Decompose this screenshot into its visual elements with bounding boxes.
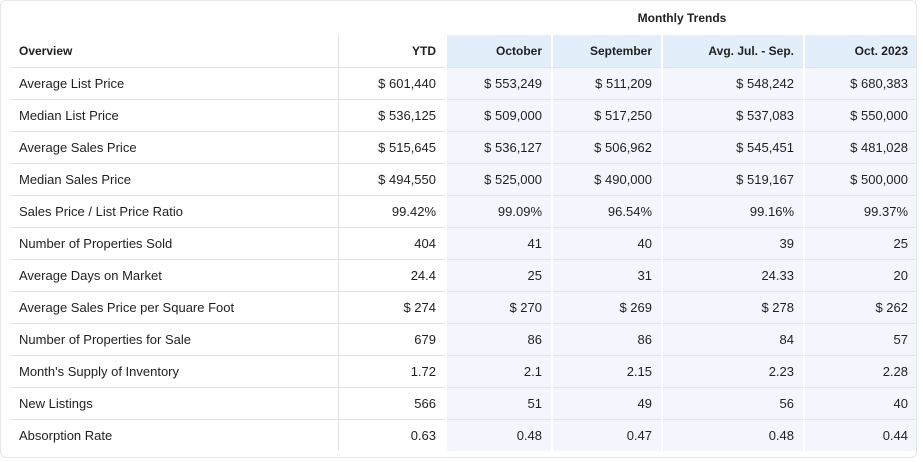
table-row: Average List Price $ 601,440 $ 553,249 $ 51… <box>10 67 916 100</box>
column-header-september: September <box>551 35 662 68</box>
cell-oct-2023: 2.28 <box>803 355 916 388</box>
row-label: Average Days on Market <box>10 259 338 292</box>
cell-october: $ 270 <box>445 291 552 324</box>
cell-oct-2023: $ 550,000 <box>803 99 916 132</box>
cell-ytd: 404 <box>337 227 446 260</box>
cell-september: 0.47 <box>551 419 662 451</box>
row-label: Average List Price <box>10 67 338 100</box>
cell-oct-2023: 57 <box>803 323 916 356</box>
row-label: Average Sales Price per Square Foot <box>10 291 338 324</box>
cell-avg-jul-sep: $ 519,167 <box>661 163 804 196</box>
cell-september: 2.15 <box>551 355 662 388</box>
cell-ytd: 99.42% <box>337 195 446 228</box>
cell-october: $ 509,000 <box>445 99 552 132</box>
cell-ytd: 24.4 <box>337 259 446 292</box>
cell-october: 2.1 <box>445 355 552 388</box>
row-label: Number of Properties for Sale <box>10 323 338 356</box>
cell-october: 86 <box>445 323 552 356</box>
table-header-row: Overview YTD October September Avg. Jul.… <box>10 35 916 68</box>
cell-avg-jul-sep: $ 278 <box>661 291 804 324</box>
cell-oct-2023: 40 <box>803 387 916 420</box>
column-header-oct-2023: Oct. 2023 <box>803 35 916 68</box>
cell-ytd: $ 274 <box>337 291 446 324</box>
cell-september: 86 <box>551 323 662 356</box>
table-row: New Listings 566 51 49 56 40 <box>10 387 916 420</box>
cell-avg-jul-sep: 2.23 <box>661 355 804 388</box>
table-row: Month's Supply of Inventory 1.72 2.1 2.15 2.… <box>10 355 916 388</box>
cell-september: 49 <box>551 387 662 420</box>
cell-ytd: 679 <box>337 323 446 356</box>
cell-ytd: $ 515,645 <box>337 131 446 164</box>
column-header-overview: Overview <box>10 35 338 68</box>
cell-september: $ 517,250 <box>551 99 662 132</box>
cell-oct-2023: 99.37% <box>803 195 916 228</box>
cell-ytd: $ 494,550 <box>337 163 446 196</box>
cell-october: $ 553,249 <box>445 67 552 100</box>
cell-september: 96.54% <box>551 195 662 228</box>
cell-september: 31 <box>551 259 662 292</box>
table-body: Average List Price $ 601,440 $ 553,249 $ 51… <box>10 67 916 451</box>
table-row: Average Days on Market 24.4 25 31 24.33 20 <box>10 259 916 292</box>
table-row: Number of Properties for Sale 679 86 86 84 57 <box>10 323 916 356</box>
cell-october: $ 536,127 <box>445 131 552 164</box>
cell-avg-jul-sep: 24.33 <box>661 259 804 292</box>
cell-avg-jul-sep: $ 537,083 <box>661 99 804 132</box>
cell-oct-2023: $ 262 <box>803 291 916 324</box>
cell-september: 40 <box>551 227 662 260</box>
cell-october: 51 <box>445 387 552 420</box>
row-label: Month's Supply of Inventory <box>10 355 338 388</box>
cell-avg-jul-sep: 39 <box>661 227 804 260</box>
cell-ytd: 1.72 <box>337 355 446 388</box>
cell-october: $ 525,000 <box>445 163 552 196</box>
column-header-avg-jul-sep: Avg. Jul. - Sep. <box>661 35 804 68</box>
cell-avg-jul-sep: 56 <box>661 387 804 420</box>
cell-oct-2023: 25 <box>803 227 916 260</box>
row-label: Median List Price <box>10 99 338 132</box>
cell-october: 41 <box>445 227 552 260</box>
table-row: Number of Properties Sold 404 41 40 39 25 <box>10 227 916 260</box>
cell-october: 25 <box>445 259 552 292</box>
cell-avg-jul-sep: $ 548,242 <box>661 67 804 100</box>
row-label: Sales Price / List Price Ratio <box>10 195 338 228</box>
cell-oct-2023: $ 500,000 <box>803 163 916 196</box>
table-row: Average Sales Price per Square Foot $ 274… <box>10 291 916 324</box>
table-row: Median List Price $ 536,125 $ 509,000 $ 517… <box>10 99 916 132</box>
cell-september: $ 490,000 <box>551 163 662 196</box>
cell-ytd: $ 601,440 <box>337 67 446 100</box>
cell-september: $ 511,209 <box>551 67 662 100</box>
cell-ytd: 0.63 <box>337 419 446 451</box>
table-row: Sales Price / List Price Ratio 99.42% 99.0… <box>10 195 916 228</box>
table-row: Average Sales Price $ 515,645 $ 536,127 $ 5… <box>10 131 916 164</box>
column-header-october: October <box>445 35 552 68</box>
cell-avg-jul-sep: $ 545,451 <box>661 131 804 164</box>
table-row: Median Sales Price $ 494,550 $ 525,000 $ 49… <box>10 163 916 196</box>
row-label: Number of Properties Sold <box>10 227 338 260</box>
row-label: Median Sales Price <box>10 163 338 196</box>
cell-avg-jul-sep: 84 <box>661 323 804 356</box>
cell-october: 99.09% <box>445 195 552 228</box>
cell-avg-jul-sep: 0.48 <box>661 419 804 451</box>
cell-oct-2023: $ 680,383 <box>803 67 916 100</box>
market-overview-table: Overview YTD October September Avg. Jul.… <box>10 35 916 451</box>
row-label: New Listings <box>10 387 338 420</box>
row-label: Average Sales Price <box>10 131 338 164</box>
table-row: Absorption Rate 0.63 0.48 0.47 0.48 0.44 <box>10 419 916 451</box>
cell-september: $ 269 <box>551 291 662 324</box>
cell-ytd: 566 <box>337 387 446 420</box>
cell-ytd: $ 536,125 <box>337 99 446 132</box>
cell-avg-jul-sep: 99.16% <box>661 195 804 228</box>
cell-oct-2023: 20 <box>803 259 916 292</box>
monthly-trends-label: Monthly Trends <box>637 11 727 25</box>
row-label: Absorption Rate <box>19 427 113 443</box>
cell-october: 0.48 <box>445 419 552 451</box>
column-header-ytd: YTD <box>337 35 446 68</box>
cell-oct-2023: 0.44 <box>803 419 916 451</box>
cell-september: $ 506,962 <box>551 131 662 164</box>
cell-oct-2023: $ 481,028 <box>803 131 916 164</box>
